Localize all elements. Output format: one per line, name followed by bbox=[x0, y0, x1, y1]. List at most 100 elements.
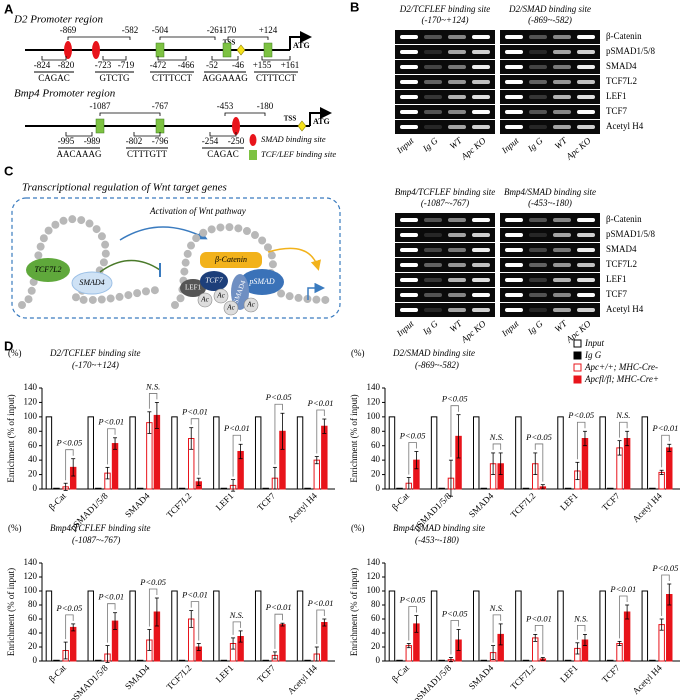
gel-band bbox=[400, 80, 418, 84]
bar bbox=[564, 659, 572, 662]
bar bbox=[45, 590, 53, 662]
bar bbox=[641, 416, 649, 490]
gel-band bbox=[448, 218, 466, 222]
inhibition bbox=[99, 259, 161, 273]
gel-band bbox=[577, 95, 595, 99]
gel-band bbox=[577, 110, 595, 114]
error-bar bbox=[625, 430, 630, 447]
error-bar bbox=[63, 641, 68, 660]
tcf-site bbox=[263, 42, 273, 58]
row-label: SMAD4 bbox=[606, 61, 637, 71]
bar bbox=[396, 659, 403, 662]
error-bar bbox=[540, 484, 545, 490]
gel-band bbox=[400, 110, 418, 114]
row-label: Acetyl H4 bbox=[606, 304, 644, 314]
bar bbox=[649, 659, 656, 662]
site-position: -824 bbox=[34, 60, 51, 70]
significance-bracket bbox=[619, 595, 628, 639]
error-bar bbox=[231, 637, 236, 650]
error-bar bbox=[617, 440, 622, 456]
error-bar bbox=[196, 477, 201, 486]
gene-arrow bbox=[307, 282, 325, 300]
legend-label: Ig G bbox=[584, 350, 602, 360]
significance-bracket bbox=[190, 601, 200, 641]
gel-strip bbox=[500, 30, 600, 44]
error-bar bbox=[617, 641, 622, 646]
gel-band bbox=[424, 233, 442, 237]
row-label: pSMAD1/5/8 bbox=[606, 229, 656, 239]
row-label: SMAD4 bbox=[606, 244, 637, 254]
gel-band bbox=[472, 125, 490, 129]
error-bar bbox=[498, 623, 503, 646]
gel-band bbox=[553, 248, 571, 252]
x-tick-label: β-Cat bbox=[390, 490, 412, 512]
significance-label: P<0.05 bbox=[399, 594, 426, 604]
bar bbox=[522, 487, 530, 490]
gel-band bbox=[529, 218, 547, 222]
significance-label: P<0.01 bbox=[525, 613, 552, 623]
significance-bracket bbox=[576, 625, 586, 640]
gel-band bbox=[424, 125, 442, 129]
gel-band bbox=[505, 278, 523, 282]
gel-band bbox=[553, 293, 571, 297]
panel-label: C bbox=[4, 163, 14, 178]
gel-band bbox=[424, 95, 442, 99]
significance-label: P<0.01 bbox=[307, 598, 334, 608]
legend-swatch bbox=[573, 375, 582, 384]
y-axis-title: Enrichment (% of input) bbox=[6, 394, 16, 482]
factor bbox=[71, 271, 113, 295]
legend-label: Input bbox=[584, 338, 604, 348]
gel-band bbox=[400, 65, 418, 69]
gel-band bbox=[424, 248, 442, 252]
gel-band bbox=[424, 110, 442, 114]
y-tick-label: 60 bbox=[371, 440, 381, 450]
significance-label: P<0.05 bbox=[56, 603, 83, 613]
error-bar bbox=[575, 642, 580, 655]
bracket bbox=[133, 132, 161, 137]
gel-band bbox=[553, 233, 571, 237]
x-tick-label: LEF1 bbox=[214, 491, 236, 513]
significance-label: P<0.01 bbox=[265, 602, 292, 612]
gel-band bbox=[577, 248, 595, 252]
lane-label: Apc KO bbox=[563, 135, 593, 162]
bar bbox=[279, 624, 286, 662]
tss-diamond bbox=[297, 120, 307, 132]
sequence: AGGAAAG bbox=[202, 73, 248, 83]
bar bbox=[178, 659, 186, 662]
gel-band bbox=[448, 233, 466, 237]
significance-bracket bbox=[316, 409, 325, 454]
gel-band bbox=[400, 50, 418, 54]
lane-label: Ig G bbox=[420, 135, 440, 154]
gel-band bbox=[529, 308, 547, 312]
significance-label: P<0.05 bbox=[265, 392, 292, 402]
bar bbox=[262, 659, 269, 662]
bar bbox=[129, 416, 136, 490]
error-bar bbox=[540, 657, 545, 661]
bar bbox=[213, 416, 220, 490]
significance-bracket bbox=[661, 574, 670, 616]
bar bbox=[171, 416, 178, 490]
gel-band bbox=[505, 50, 523, 54]
gel-strip bbox=[395, 228, 495, 242]
factor bbox=[200, 271, 228, 291]
error-bar bbox=[280, 412, 285, 450]
y-tick-label: 140 bbox=[367, 382, 381, 392]
gel-band bbox=[553, 278, 571, 282]
legend-label: Apc+/+; MHC-Cre- bbox=[584, 362, 658, 372]
error-bar bbox=[63, 482, 68, 491]
gel-band bbox=[424, 80, 442, 84]
significance-bracket bbox=[65, 449, 74, 481]
gel-band bbox=[400, 95, 418, 99]
row-label: LEF1 bbox=[606, 274, 627, 284]
error-bar bbox=[231, 479, 236, 492]
error-bar bbox=[71, 623, 76, 632]
lane-label: Input bbox=[394, 318, 416, 339]
acetyl-label: Ac bbox=[246, 301, 255, 309]
sequence: CTTTCCT bbox=[152, 73, 193, 83]
gel-band bbox=[577, 278, 595, 282]
x-tick-label: LEF1 bbox=[214, 663, 236, 685]
site-position: -802 bbox=[126, 136, 143, 146]
gel-band bbox=[505, 110, 523, 114]
y-tick-label: 120 bbox=[24, 396, 38, 406]
